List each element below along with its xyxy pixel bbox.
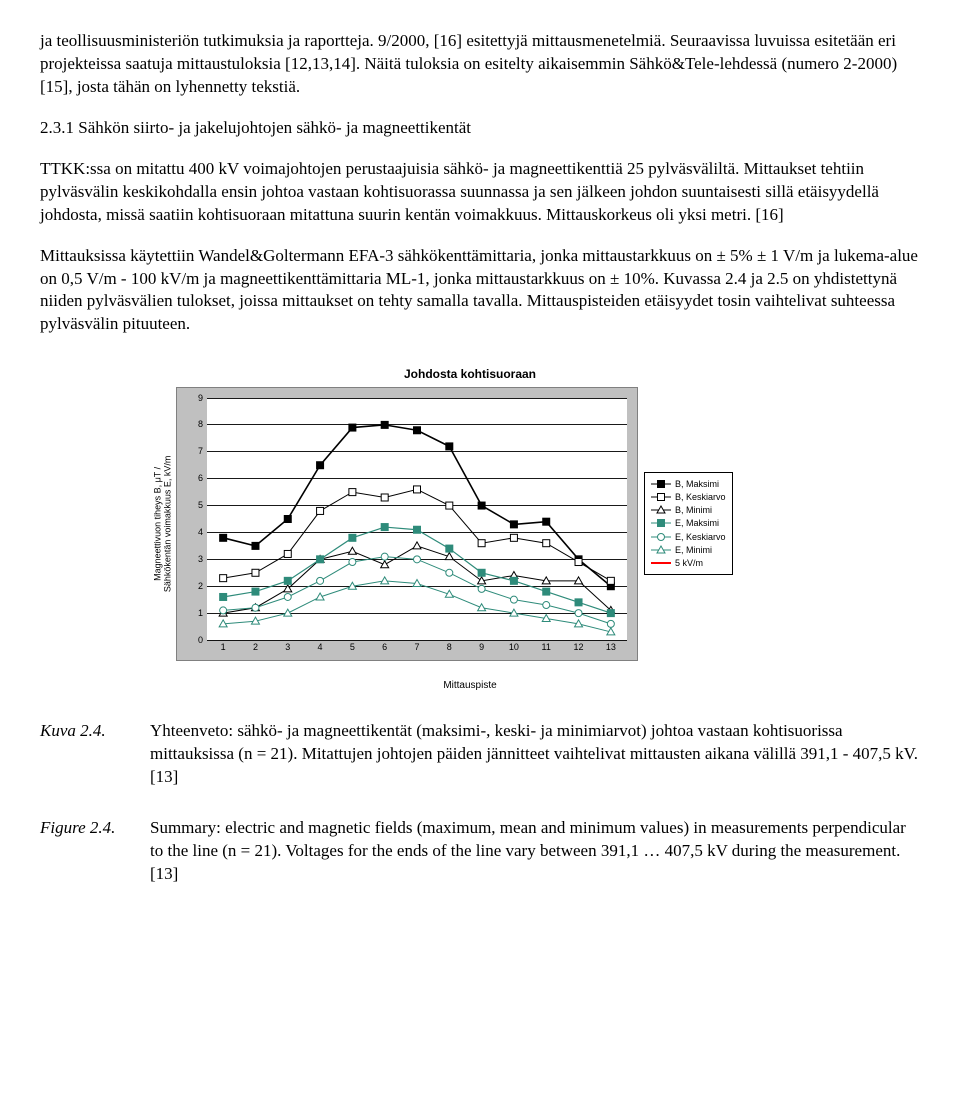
legend-item: B, Maksimi bbox=[651, 478, 726, 490]
caption-label: Kuva 2.4. bbox=[40, 720, 150, 789]
chart-title: Johdosta kohtisuoraan bbox=[150, 366, 790, 382]
chart-ylabel: Magneettivuon tiheys B, μT / Sähkökentän… bbox=[150, 387, 176, 661]
legend-item: B, Minimi bbox=[651, 504, 726, 516]
figure-caption-fi: Kuva 2.4. Yhteenveto: sähkö- ja magneett… bbox=[40, 720, 920, 789]
chart-plot-frame: 012345678912345678910111213 bbox=[176, 387, 638, 661]
section-heading: 2.3.1 Sähkön siirto- ja jakelujohtojen s… bbox=[40, 117, 920, 140]
legend-item: E, Minimi bbox=[651, 544, 726, 556]
body-paragraph-1: TTKK:ssa on mitattu 400 kV voimajohtojen… bbox=[40, 158, 920, 227]
chart-plot-area: 012345678912345678910111213 bbox=[207, 398, 627, 640]
legend-item: E, Keskiarvo bbox=[651, 531, 726, 543]
caption-text: Summary: electric and magnetic fields (m… bbox=[150, 817, 920, 886]
legend-item: E, Maksimi bbox=[651, 517, 726, 529]
intro-paragraph: ja teollisuusministeriön tutkimuksia ja … bbox=[40, 30, 920, 99]
caption-text: Yhteenveto: sähkö- ja magneettikentät (m… bbox=[150, 720, 920, 789]
caption-label: Figure 2.4. bbox=[40, 817, 150, 886]
body-paragraph-2: Mittauksissa käytettiin Wandel&Golterman… bbox=[40, 245, 920, 337]
chart-xlabel: Mittauspiste bbox=[150, 679, 790, 693]
chart-legend: B, MaksimiB, KeskiarvoB, MinimiE, Maksim… bbox=[644, 472, 733, 575]
legend-item: 5 kV/m bbox=[651, 557, 726, 569]
figure-caption-en: Figure 2.4. Summary: electric and magnet… bbox=[40, 817, 920, 886]
chart-container: Johdosta kohtisuoraan Magneettivuon tihe… bbox=[150, 366, 790, 692]
legend-item: B, Keskiarvo bbox=[651, 491, 726, 503]
